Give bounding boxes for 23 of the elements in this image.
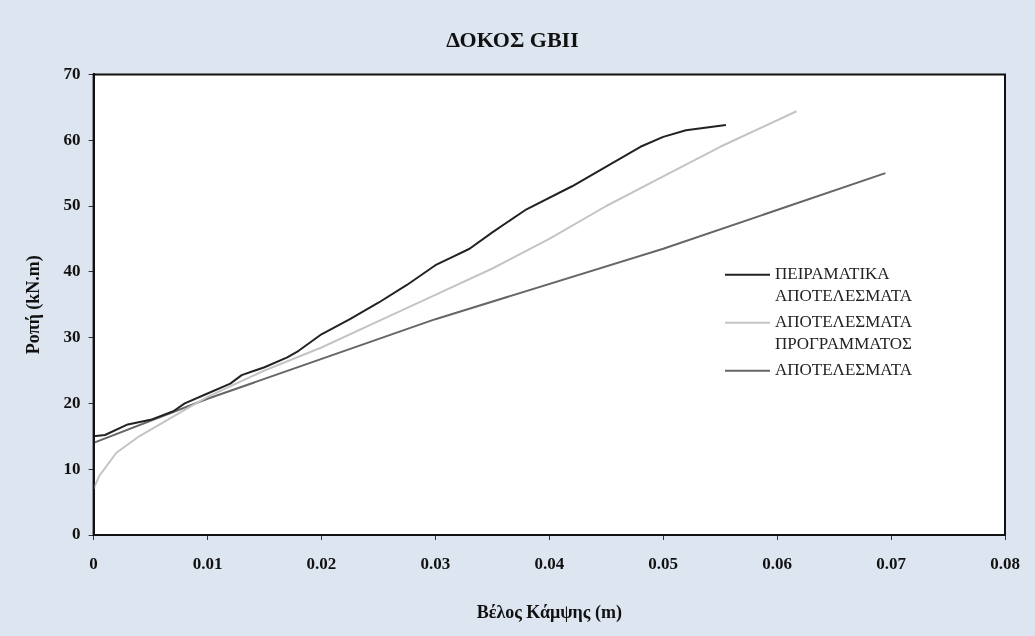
- y-tick-label: 50: [63, 195, 81, 215]
- x-tick-label: 0.06: [762, 553, 793, 573]
- y-tick-label: 0: [72, 524, 81, 544]
- y-tick-label: 30: [63, 326, 81, 346]
- x-tick-label: 0.05: [648, 553, 679, 573]
- x-tick-label: 0.01: [192, 553, 223, 573]
- y-tick-label: 10: [63, 458, 81, 478]
- y-tick-label: 70: [63, 63, 81, 83]
- x-tick-label: 0.04: [534, 553, 565, 573]
- x-tick-label: 0.02: [306, 553, 337, 573]
- x-tick-label: 0.07: [876, 553, 907, 573]
- legend-label: ΠΕΙΡΑΜΑΤΙΚΑ ΑΠΟΤΕΛΕΣΜΑΤΑ: [775, 264, 913, 306]
- y-tick-label: 20: [63, 392, 81, 412]
- y-tick-label: 60: [63, 129, 81, 149]
- x-tick-label: 0.03: [420, 553, 451, 573]
- x-axis-title: Βέλος Κάμψης (m): [476, 601, 622, 623]
- x-tick-label: 0.08: [990, 553, 1020, 573]
- legend-label: ΑΠΟΤΕΛΕΣΜΑΤΑ ΠΡΟΓΡΑΜΜΑΤΟΣ: [775, 312, 913, 354]
- y-tick-label: 40: [63, 261, 81, 281]
- y-axis-title: Ροπή (kN.m): [23, 255, 45, 355]
- chart-title: ΔΟΚΟΣ GBII: [446, 26, 579, 52]
- x-tick-label: 0: [89, 553, 98, 573]
- legend-label: ΑΠΟΤΕΛΕΣΜΑΤΑ: [775, 360, 913, 380]
